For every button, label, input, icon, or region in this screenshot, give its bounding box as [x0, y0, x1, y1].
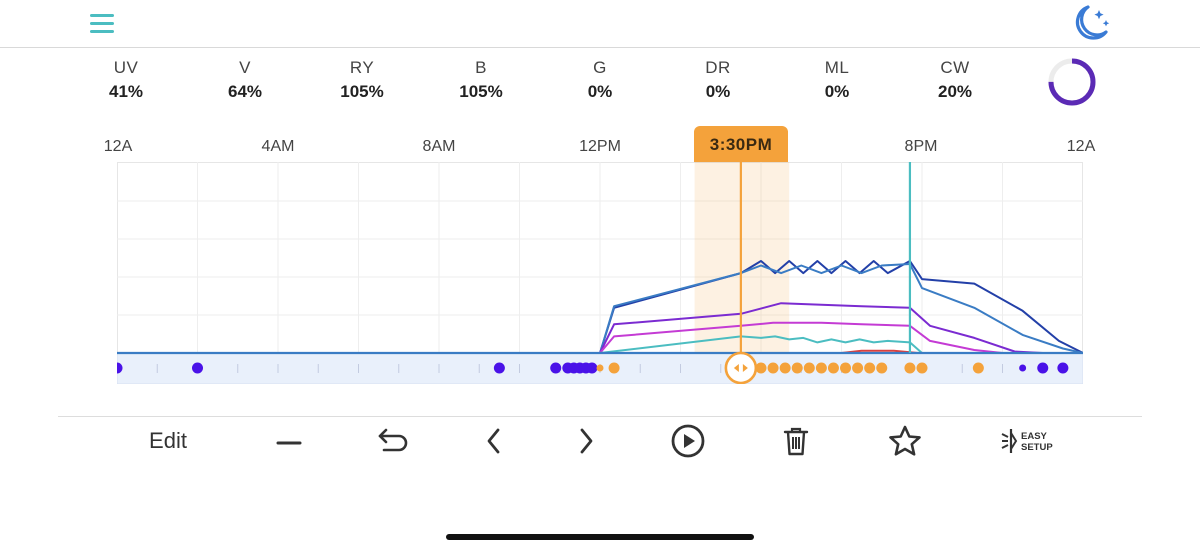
channel-value: 105% [459, 82, 503, 101]
channel-name: B [475, 58, 487, 77]
toolbar-divider [58, 416, 1142, 417]
schedule-point [840, 362, 852, 374]
schedule-point [864, 362, 876, 374]
schedule-point [1037, 362, 1049, 374]
time-label-12pm: 12PM [579, 138, 621, 155]
handle-arrow-right-icon [742, 364, 748, 372]
series-line-6 [841, 349, 919, 354]
schedule-chart[interactable] [117, 162, 1083, 384]
schedule-point [876, 362, 888, 374]
play-button[interactable] [666, 420, 710, 462]
schedule-point [586, 362, 598, 374]
schedule-point [791, 362, 803, 374]
schedule-point [755, 362, 767, 374]
next-button[interactable] [566, 420, 606, 462]
channel-b: B 105% [421, 58, 541, 102]
easy-setup-icon: EASY SETUP [1001, 429, 1053, 453]
channel-value: 20% [937, 82, 973, 101]
delete-button[interactable] [776, 420, 816, 462]
easy-setup-label-bottom: SETUP [1021, 442, 1053, 453]
play-circle-icon [671, 424, 705, 458]
channel-name: DR [705, 58, 731, 77]
schedule-point [827, 362, 839, 374]
schedule-point [117, 362, 123, 374]
channel-readouts: UV 41% V 64% RY 105% B 105% G 0% DR 0% M… [0, 58, 1040, 108]
channel-value: 105% [340, 82, 384, 101]
current-time-handle[interactable] [724, 351, 758, 384]
channel-v: V 64% [185, 58, 305, 102]
handle-arrow-left-icon [733, 364, 739, 372]
series-line-2 [117, 263, 1083, 354]
channel-name: UV [113, 58, 139, 77]
time-label-12a-start: 12A [103, 138, 133, 155]
channel-name: RY [349, 58, 375, 77]
schedule-point [596, 364, 604, 372]
channel-name: G [593, 58, 607, 77]
schedule-point [803, 362, 815, 374]
schedule-point [1057, 362, 1069, 374]
channel-value: 0% [705, 82, 731, 101]
time-label-8am: 8AM [422, 138, 456, 155]
channel-value: 41% [108, 82, 144, 101]
edit-button[interactable]: Edit [149, 428, 187, 453]
time-label-4am: 4AM [261, 138, 295, 155]
moon-stars-icon[interactable] [1066, 2, 1114, 46]
schedule-point [916, 362, 928, 374]
series-line-4 [117, 321, 1083, 354]
undo-icon [378, 428, 408, 452]
easy-setup-button[interactable]: EASY SETUP [996, 420, 1060, 462]
undo-button[interactable] [370, 420, 416, 462]
schedule-point [550, 362, 562, 374]
series-line-5 [117, 335, 1083, 354]
minus-icon [276, 441, 302, 445]
channel-name: ML [824, 58, 850, 77]
progress-ring [1046, 56, 1098, 108]
previous-button[interactable] [474, 420, 514, 462]
current-time-badge[interactable]: 3:30PM [694, 126, 788, 162]
channel-name: V [239, 58, 251, 77]
schedule-point [779, 362, 791, 374]
chevron-left-icon [487, 428, 500, 454]
schedule-point [852, 362, 864, 374]
schedule-point [815, 362, 827, 374]
channel-cw: CW 20% [895, 58, 1015, 102]
home-indicator [446, 534, 754, 540]
favorite-button[interactable] [882, 420, 928, 462]
schedule-point [493, 362, 505, 374]
channel-ml: ML 0% [777, 58, 897, 102]
channel-value: 64% [227, 82, 263, 101]
channel-ry: RY 105% [302, 58, 422, 102]
time-label-8pm: 8PM [904, 138, 938, 155]
easy-setup-label-top: EASY [1021, 431, 1048, 442]
progress-ring-arc [1048, 58, 1096, 106]
top-bar [0, 0, 1200, 48]
hamburger-menu-icon[interactable] [90, 14, 114, 34]
schedule-point [767, 362, 779, 374]
channel-name: CW [940, 58, 970, 77]
channel-uv: UV 41% [66, 58, 186, 102]
schedule-point [972, 362, 984, 374]
minus-button[interactable] [268, 420, 310, 462]
trash-icon [783, 427, 809, 456]
chevron-right-icon [580, 428, 593, 454]
series-line-3 [117, 302, 1083, 354]
schedule-point [1019, 364, 1027, 372]
star-icon [889, 425, 921, 456]
channel-value: 0% [587, 82, 613, 101]
schedule-point [608, 362, 620, 374]
channel-g: G 0% [540, 58, 660, 102]
schedule-chart-svg[interactable] [117, 162, 1083, 384]
channel-dr: DR 0% [658, 58, 778, 102]
channel-value: 0% [824, 82, 850, 101]
bottom-toolbar: Edit [0, 418, 1200, 464]
time-label-12a-end: 12A [1066, 138, 1096, 155]
schedule-point [904, 362, 916, 374]
schedule-point [192, 362, 203, 374]
